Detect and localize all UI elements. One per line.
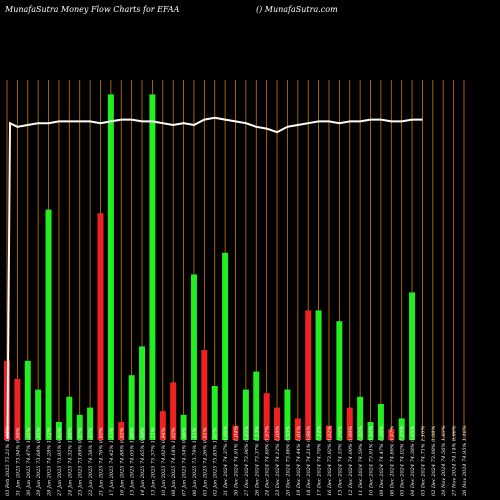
bar xyxy=(97,213,104,440)
bar xyxy=(284,389,291,440)
bar xyxy=(232,425,239,440)
bar xyxy=(294,418,301,440)
bar xyxy=(55,422,62,440)
bar xyxy=(66,396,73,440)
x-tick-label: 29 Nov 2024 74.56% 1.03% xyxy=(441,425,447,497)
bar xyxy=(336,321,343,440)
x-tick-label: 27 Dec 2024 73.96% 0.95% xyxy=(244,426,250,497)
x-tick-label: 08 Jan 2025 74.18% 1.02% xyxy=(171,427,177,496)
x-tick-label: 29 Jan 2025 73.68% 0.95% xyxy=(36,427,42,497)
x-tick-label: 06 Jan 2025 73.79% 1.11% xyxy=(192,427,198,496)
bar xyxy=(76,414,83,440)
bar xyxy=(274,407,281,440)
x-tick-label: 05 Dec 2024 74.02% 1.05% xyxy=(400,426,406,496)
line-series xyxy=(6,116,423,440)
x-tick-label: 13 Dec 2024 74.53% 1.06% xyxy=(337,426,343,496)
bar xyxy=(180,414,187,440)
bar xyxy=(346,407,353,440)
x-tick-label: 18 Dec 2024 74.21% 0.96% xyxy=(306,426,312,496)
bar xyxy=(263,393,270,440)
bar xyxy=(377,404,384,440)
x-tick-label: 02 Dec 2024 73.98% 0.98% xyxy=(431,426,437,496)
grid-lines xyxy=(6,80,465,440)
x-tick-label: 09 Dec 2024 74.47% 1.08% xyxy=(379,426,385,496)
x-tick-label: 23 Dec 2024 74.12% 1.09% xyxy=(275,426,281,497)
bar xyxy=(242,389,249,440)
x-tick-label: 03 Jan 2025 74.26% 0.91% xyxy=(202,427,208,496)
x-tick-label: 03 Dec 2024 74.71% 1.10% xyxy=(420,426,426,496)
x-tick-label: 03 Feb 2025 75.21% 1.05% xyxy=(5,426,11,496)
bar xyxy=(211,386,218,440)
bar xyxy=(357,396,364,440)
bar xyxy=(45,209,52,440)
bar xyxy=(325,425,332,440)
bar xyxy=(190,274,197,440)
x-tick-label: 26 Nov 2024 74.95% 1.16% xyxy=(462,425,468,497)
bar xyxy=(367,422,374,440)
bar xyxy=(170,382,177,440)
x-tick-label: 12 Dec 2024 74.09% 0.99% xyxy=(348,426,354,496)
x-tick-label: 07 Jan 2025 74.54% 0.96% xyxy=(182,427,188,496)
bar xyxy=(315,310,322,440)
x-tick-label: 27 Nov 2024 74.14% 0.96% xyxy=(452,425,458,497)
x-tick-label: 24 Dec 2024 74.69% 0.97% xyxy=(265,426,271,497)
x-tick-label: 20 Dec 2024 73.86% 0.93% xyxy=(285,426,291,497)
x-tick-label: 10 Dec 2024 73.91% 0.94% xyxy=(369,426,375,496)
x-tick-label: 30 Dec 2024 74.91% 1.04% xyxy=(234,426,240,496)
bar xyxy=(35,389,42,440)
x-tick-labels: 03 Feb 2025 75.21% 1.05% 31 Jan 2025 73.9… xyxy=(5,425,468,497)
bar xyxy=(409,292,416,440)
x-tick-label: 31 Jan 2025 73.94% 0.98% xyxy=(15,427,21,496)
x-tick-label: 31 Dec 2024 74.37% 0.98% xyxy=(223,426,229,496)
bar xyxy=(222,252,229,440)
bar xyxy=(201,350,208,440)
x-tick-label: 23 Jan 2025 73.89% 0.97% xyxy=(78,427,84,497)
x-tick-label: 27 Jan 2025 73.95% 0.93% xyxy=(57,427,63,497)
bar xyxy=(149,94,156,441)
x-tick-label: 30 Jan 2025 74.47% 1.01% xyxy=(26,427,32,496)
bar xyxy=(398,418,405,440)
bar xyxy=(159,411,166,440)
bar xyxy=(107,94,114,441)
x-tick-label: 17 Dec 2024 74.78% 1.14% xyxy=(317,426,323,496)
x-tick-label: 13 Jan 2025 75.37% 1.21% xyxy=(150,427,156,496)
x-tick-label: 26 Dec 2024 73.37% 1.13% xyxy=(254,426,260,497)
x-tick-label: 16 Dec 2024 73.92% 0.92% xyxy=(327,426,333,496)
bar xyxy=(128,375,135,440)
x-tick-label: 17 Jan 2025 74.42% 1.15% xyxy=(109,427,115,496)
money-flow-line xyxy=(6,116,423,440)
x-tick-label: 24 Jan 2025 74.32% 1.08% xyxy=(67,427,73,497)
bar xyxy=(253,371,260,440)
x-tick-label: 11 Dec 2024 74.59% 1.02% xyxy=(358,426,364,496)
x-tick-label: 16 Jan 2025 74.88% 0.92% xyxy=(119,427,125,496)
x-tick-label: 21 Jan 2025 74.76% 0.89% xyxy=(98,427,104,497)
x-tick-label: 04 Dec 2024 74.38% 0.95% xyxy=(410,426,416,496)
x-tick-label: 22 Jan 2025 74.58% 1.03% xyxy=(88,427,94,497)
bar xyxy=(24,360,31,440)
bar xyxy=(118,422,125,440)
x-tick-label: 14 Jan 2025 74.65% 0.99% xyxy=(140,427,146,496)
bar xyxy=(139,346,146,440)
bar xyxy=(14,378,21,440)
x-tick-label: 15 Jan 2025 74.05% 1.06% xyxy=(130,427,136,496)
bar xyxy=(305,310,312,440)
x-tick-label: 19 Dec 2024 74.44% 1.01% xyxy=(296,426,302,496)
x-tick-label: 10 Jan 2025 74.92% 0.94% xyxy=(161,427,167,496)
x-tick-label: 06 Dec 2024 74.86% 0.97% xyxy=(389,426,395,496)
x-tick-label: 02 Jan 2025 73.83% 1.07% xyxy=(213,427,219,496)
bar xyxy=(87,407,94,440)
watermark: () MunafaSutra.com xyxy=(256,5,338,14)
bars xyxy=(4,94,416,441)
bar xyxy=(388,429,395,440)
chart-title: MunafaSutra Money Flow Charts for EFAA xyxy=(4,5,180,14)
x-tick-label: 28 Jan 2025 74.28% 1.12% xyxy=(47,427,53,497)
